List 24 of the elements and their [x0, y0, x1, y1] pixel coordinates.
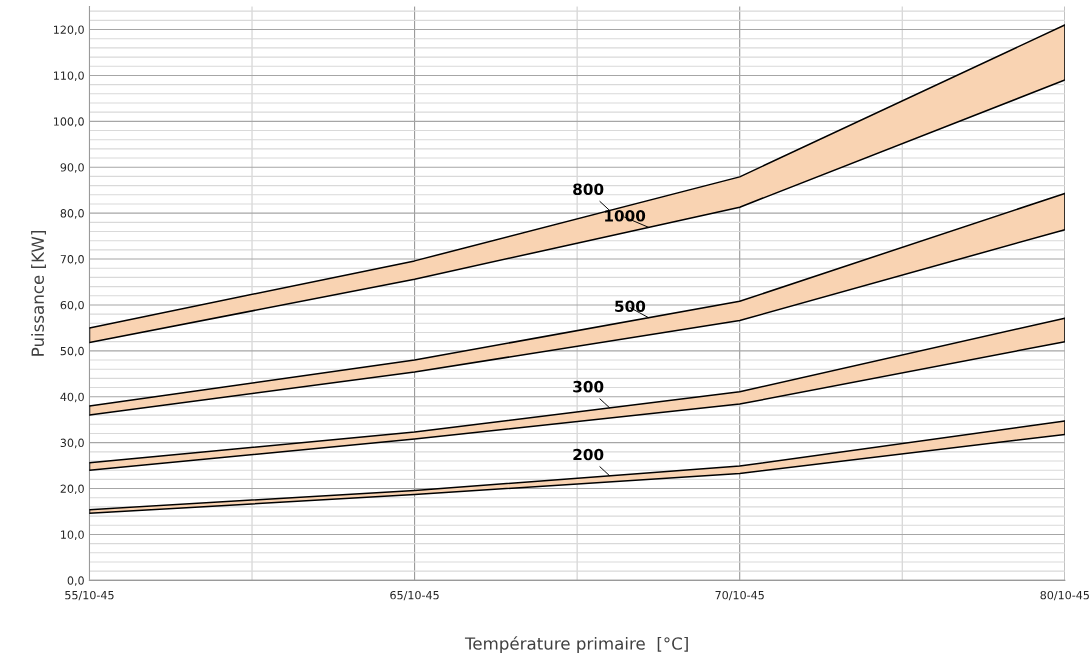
y-tick-label: 0,0 — [67, 576, 84, 586]
y-tick-label: 100,0 — [54, 117, 84, 127]
y-axis-title: Puissance [KW] — [31, 231, 46, 356]
y-tick-label: 110,0 — [54, 71, 84, 81]
x-tick-label: 55/10-45 — [65, 590, 114, 601]
series-label: 500 — [615, 300, 646, 312]
y-tick-label: 60,0 — [60, 300, 84, 311]
y-tick-label: 80,0 — [60, 209, 84, 219]
x-tick-label: 80/10-45 — [1040, 590, 1089, 601]
x-axis-title: Température primaire [°C] — [464, 636, 688, 654]
y-tick-label: 30,0 — [60, 438, 84, 449]
y-tick-label: 70,0 — [60, 255, 84, 265]
legend-label: 1000 — [605, 210, 646, 222]
y-tick-label: 10,0 — [61, 530, 84, 540]
y-tick-label: 120,0 — [54, 25, 84, 36]
x-tick-label: 70/10-45 — [715, 590, 764, 601]
y-tick-label: 90,0 — [60, 163, 84, 173]
series-label: 200 — [573, 448, 604, 461]
series-label: 300 — [573, 380, 604, 393]
x-tick-label: 65/10-45 — [390, 590, 439, 601]
series-label: 800 — [573, 183, 604, 196]
y-tick-label: 50,0 — [60, 346, 84, 357]
y-tick-label: 40,0 — [60, 392, 84, 403]
y-tick-label: 20,0 — [60, 484, 84, 495]
